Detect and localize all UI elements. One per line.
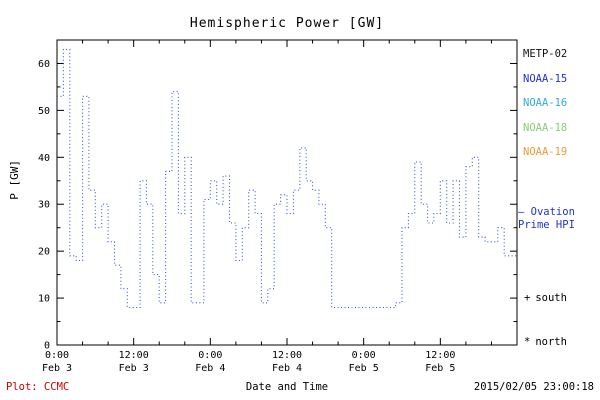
x-axis-label: Date and Time xyxy=(245,381,329,393)
legend-item-noaa15: NOAA-15 xyxy=(523,72,568,85)
satellite-legend: METP-02 NOAA-15 NOAA-16 NOAA-18 NOAA-19 xyxy=(523,42,567,165)
x-tick-time-label: 12:00 xyxy=(119,350,149,361)
south-marker-label: south xyxy=(535,292,567,304)
x-tick-time-label: 12:00 xyxy=(272,350,302,361)
power-step-line xyxy=(57,48,517,309)
y-tick-label: 50 xyxy=(38,106,50,117)
x-tick-time-label: 0:00 xyxy=(198,350,222,361)
plot-credit: Plot: CCMC xyxy=(6,381,70,393)
x-tick-time-label: 0:00 xyxy=(352,350,376,361)
ovation-note-line1: — Ovation xyxy=(518,206,575,218)
plus-marker-icon: + xyxy=(524,292,531,304)
legend-item-noaa18: NOAA-18 xyxy=(523,121,568,134)
y-tick-label: 0 xyxy=(44,341,50,352)
y-tick-label: 30 xyxy=(38,200,50,211)
y-tick-label: 40 xyxy=(38,153,50,164)
legend-item-noaa19: NOAA-19 xyxy=(523,146,568,158)
x-tick-date-label: Feb 5 xyxy=(425,363,455,374)
plot-timestamp: 2015/02/05 23:00:18 xyxy=(473,381,594,393)
chart-title: Hemispheric Power [GW] xyxy=(189,16,385,31)
x-tick-date-label: Feb 4 xyxy=(272,363,302,374)
x-tick-time-label: 0:00 xyxy=(45,350,69,361)
asterisk-marker-icon: * xyxy=(524,336,531,348)
y-tick-label: 60 xyxy=(38,59,50,70)
south-marker-note: + south xyxy=(524,292,567,304)
ovation-prime-note: — Ovation Prime HPI xyxy=(518,206,575,232)
y-tick-label: 20 xyxy=(38,247,50,258)
north-marker-note: * north xyxy=(524,336,567,348)
axis-box xyxy=(56,39,518,346)
x-tick-time-label: 12:00 xyxy=(425,350,455,361)
north-marker-label: north xyxy=(535,336,567,348)
y-tick-label: 10 xyxy=(38,294,50,305)
legend-item-noaa16: NOAA-16 xyxy=(523,97,568,109)
x-tick-date-label: Feb 3 xyxy=(119,363,149,374)
x-tick-date-label: Feb 3 xyxy=(42,363,72,374)
x-tick-date-label: Feb 4 xyxy=(195,363,225,374)
x-tick-date-label: Feb 5 xyxy=(349,363,379,374)
ovation-note-line2: Prime HPI xyxy=(518,219,575,231)
legend-item-metp02: METP-02 xyxy=(523,48,568,60)
